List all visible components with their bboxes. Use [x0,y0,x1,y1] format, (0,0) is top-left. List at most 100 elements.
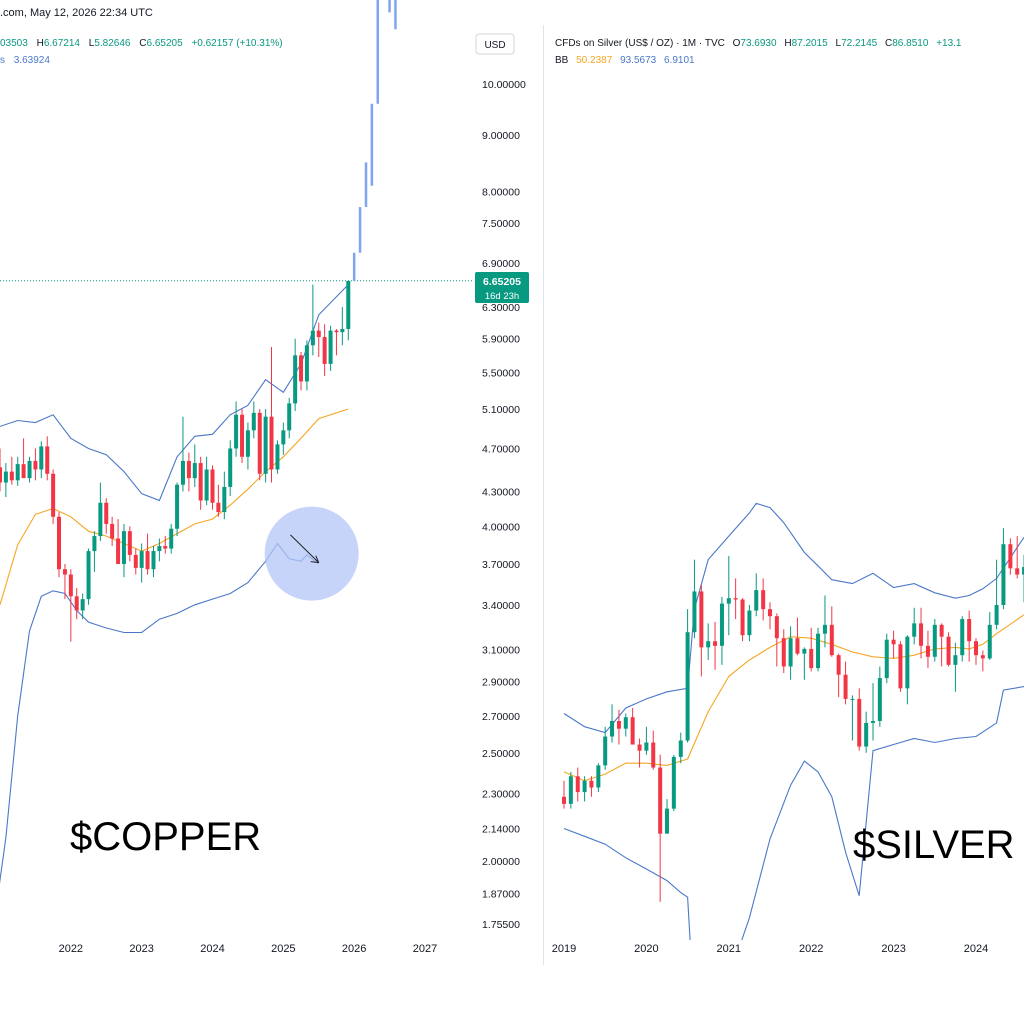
silver-candle [912,607,917,645]
silver-candle-body [877,678,882,722]
copper-candle [186,452,191,492]
silver-candle [939,623,944,667]
copper-candle [322,324,327,377]
copper-candle-body [133,554,138,568]
copper-candle-body [33,460,38,470]
copper-x-tick-label: 2022 [59,943,83,955]
copper-y-tick-label: 2.70000 [482,711,520,723]
silver-candle-body [1015,568,1020,575]
copper-y-tick-label: 3.70000 [482,559,520,571]
copper-candle [269,346,274,483]
silver-candle-body [802,648,807,654]
copper-candle [121,523,126,578]
copper-candle [157,538,162,562]
silver-candle [850,695,855,741]
copper-candle-body [116,538,121,564]
copper-currency-badge[interactable]: USD [475,33,515,55]
silver-symbol-title: CFDs on Silver (US$ / OZ) · 1M · TVC [555,38,725,49]
copper-candle [3,463,8,498]
chart-timestamp: .com, May 12, 2026 22:34 UTC [0,7,153,19]
copper-candle [98,482,103,542]
silver-candle-body [651,742,656,768]
copper-candle-body [163,546,168,549]
copper-candle [21,438,26,479]
copper-candle-body [222,486,227,513]
silver-candle [788,626,793,680]
copper-candle [180,416,185,492]
copper-candle [57,512,62,578]
silver-candle [864,711,869,753]
copper-bb-basis-line [0,408,349,605]
copper-candle-body [121,531,126,564]
silver-candle [699,584,704,677]
silver-candle-body [987,624,992,659]
silver-open-value: 73.6930 [740,38,777,49]
copper-candle [287,397,292,439]
silver-candle-body [809,648,814,669]
silver-candle-body [781,638,786,667]
copper-bb-upper-line [0,284,349,502]
silver-candle-body [843,674,848,699]
silver-candle [678,732,683,764]
copper-candle-body [92,536,97,552]
silver-change-value: +13.1 [936,38,962,49]
silver-candle [891,630,896,659]
copper-candle-body [139,551,144,568]
silver-candle [685,609,690,743]
silver-candle-body [871,721,875,723]
silver-candle-body [740,599,745,636]
copper-candle [80,593,85,620]
silver-candle [932,619,937,662]
copper-candle-body [98,502,103,537]
copper-y-tick-label: 6.90000 [482,258,520,270]
silver-candle [987,611,992,660]
silver-candle-body [1022,567,1024,575]
copper-bb-value: 3.63924 [13,55,50,66]
silver-candle [905,635,910,705]
silver-candle [616,709,621,745]
silver-candle-body [575,776,580,793]
silver-candle-body [891,639,896,645]
silver-candle [884,633,889,684]
copper-candle [316,322,321,358]
silver-candle-body [678,740,683,757]
copper-close-value: 6.65205 [146,38,183,49]
copper-candle-body [145,551,150,570]
copper-candle-body [234,414,239,449]
copper-candle [192,444,197,487]
silver-candle-body [795,638,800,654]
copper-candle-body [240,414,245,457]
silver-candle-body [932,624,937,657]
copper-candle [251,401,256,439]
silver-candle [967,610,972,662]
silver-candle [692,559,697,639]
silver-candle-body [603,736,608,766]
silver-candle [562,780,566,809]
silver-candle-body [658,767,663,834]
copper-y-tick-label: 4.30000 [482,486,520,498]
copper-candle-body [151,551,156,570]
copper-candle-body [45,446,50,474]
silver-candle [960,616,965,662]
silver-candle [795,617,800,656]
copper-candle [234,401,239,457]
copper-candle [33,448,38,481]
silver-candle [671,754,676,812]
copper-candle-body [51,473,56,517]
silver-candle [946,632,951,667]
copper-candle [245,422,250,470]
copper-candle [275,440,280,474]
copper-candle [145,533,150,575]
silver-candle-body [768,609,772,617]
silver-candle-body [967,619,972,642]
copper-candle [86,548,91,605]
copper-annotation-arrowhead [310,555,320,564]
silver-candle [713,621,718,670]
copper-y-tick-label: 5.90000 [482,334,520,346]
copper-candle-body [39,446,44,470]
silver-title-legend: CFDs on Silver (US$ / OZ) · 1M · TVC O73… [555,38,962,49]
silver-watermark: $SILVER [853,823,1015,867]
copper-y-tick-label: 4.70000 [482,443,520,455]
silver-candle [1008,538,1013,575]
